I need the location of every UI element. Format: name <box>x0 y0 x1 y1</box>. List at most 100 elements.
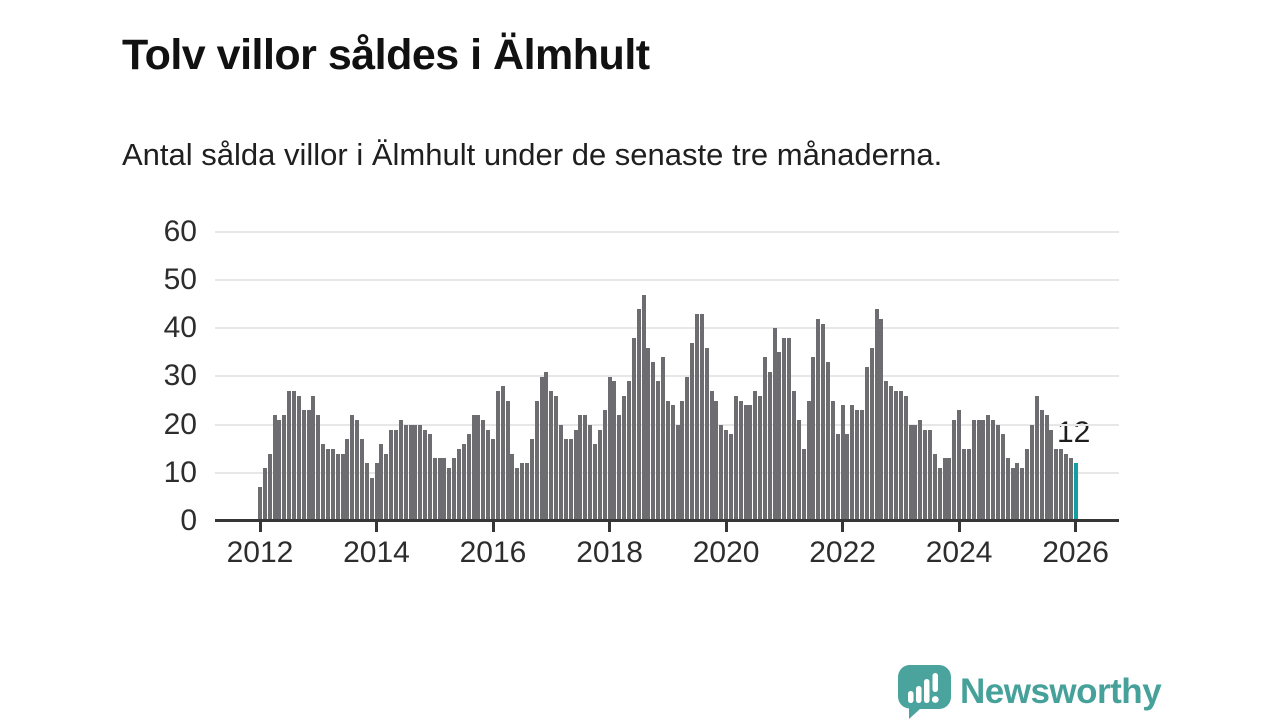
bar <box>330 448 335 521</box>
bar <box>588 424 593 521</box>
highlighted-bar-latest <box>1073 463 1078 521</box>
last-value-label: 12 <box>1057 416 1091 449</box>
bar <box>350 415 355 521</box>
bar <box>1054 448 1059 521</box>
sold-houses-bar-chart: 12 0 10 20 30 40 50 60 2012 2014 2016 2018 2020 2022… <box>163 214 1119 569</box>
x-axis-tick-label: 2014 <box>343 536 410 569</box>
bar <box>641 294 646 521</box>
x-axis-tick <box>957 522 961 532</box>
bar <box>593 443 597 521</box>
bar <box>389 429 394 521</box>
x-axis-tick-label: 2020 <box>692 536 760 569</box>
y-axis-tick-label: 60 <box>163 214 197 248</box>
bar <box>578 415 583 521</box>
bar <box>787 338 792 521</box>
bar <box>423 429 428 521</box>
bar <box>495 390 500 521</box>
bar <box>258 487 262 521</box>
bar <box>743 405 748 521</box>
bar <box>733 395 738 521</box>
bar <box>690 342 695 521</box>
bar <box>796 419 801 521</box>
bar <box>301 410 306 521</box>
bar <box>272 415 277 521</box>
bar <box>491 439 496 521</box>
bar <box>792 390 797 521</box>
bar <box>670 405 675 521</box>
bar <box>379 443 384 521</box>
x-axis-tick-label: 2016 <box>459 536 527 569</box>
bar <box>981 419 986 521</box>
bar <box>515 468 520 521</box>
bar <box>966 448 971 521</box>
bar <box>845 434 850 521</box>
bar <box>631 338 636 521</box>
bar <box>1029 424 1034 521</box>
bar <box>427 434 432 521</box>
x-axis-tick <box>258 522 262 532</box>
bar <box>738 400 743 521</box>
bar <box>1068 458 1073 521</box>
bar <box>447 468 452 521</box>
bar <box>1044 415 1049 521</box>
bar <box>306 410 311 521</box>
x-axis-tick <box>724 522 728 532</box>
bar <box>321 443 326 521</box>
bar <box>471 415 476 521</box>
x-axis-tick-label: 2018 <box>576 536 643 569</box>
x-axis-tick-label: 2026 <box>1042 536 1109 569</box>
bar <box>418 424 423 521</box>
bar <box>267 453 272 521</box>
bar <box>568 439 573 521</box>
bar <box>855 410 860 521</box>
bar <box>296 395 301 521</box>
bar <box>748 405 753 521</box>
bar <box>554 395 559 521</box>
bar <box>355 419 360 521</box>
bar <box>583 415 588 521</box>
bar <box>986 415 991 521</box>
chart-subtitle: Antal sålda villor i Älmhult under de se… <box>122 137 943 172</box>
bar <box>762 357 767 521</box>
bar <box>699 313 704 521</box>
bar <box>408 424 413 521</box>
brand-name: Newsworthy <box>960 672 1162 711</box>
bar <box>437 458 442 521</box>
x-axis-tick-label: 2012 <box>226 536 294 569</box>
bar <box>704 347 709 521</box>
bar <box>335 453 340 521</box>
gridline <box>215 375 1119 378</box>
bar <box>777 352 782 521</box>
bar <box>976 419 981 521</box>
y-axis-tick-label: 50 <box>163 263 197 297</box>
page-title: Tolv villor såldes i Älmhult <box>122 30 650 79</box>
bar <box>884 381 889 521</box>
x-axis-tick-label: 2022 <box>809 536 876 569</box>
bar <box>719 424 724 521</box>
bar <box>481 419 486 521</box>
bar <box>1005 458 1010 521</box>
bar <box>957 410 962 521</box>
bar <box>728 434 733 521</box>
bar <box>927 429 932 521</box>
bar <box>869 347 874 521</box>
bar <box>525 463 530 521</box>
bar <box>403 424 408 521</box>
bar <box>359 439 364 521</box>
bar <box>287 390 292 521</box>
x-axis-tick <box>841 522 845 532</box>
bar <box>898 390 903 521</box>
bar <box>709 390 714 521</box>
bar <box>597 429 602 521</box>
bar <box>559 424 563 521</box>
bar <box>393 429 398 521</box>
bar <box>573 429 578 521</box>
bar <box>913 424 918 521</box>
bar <box>811 357 816 521</box>
bar <box>894 390 898 521</box>
bar <box>767 371 772 521</box>
bar <box>821 323 826 521</box>
bar <box>544 371 549 521</box>
bar <box>646 347 651 521</box>
